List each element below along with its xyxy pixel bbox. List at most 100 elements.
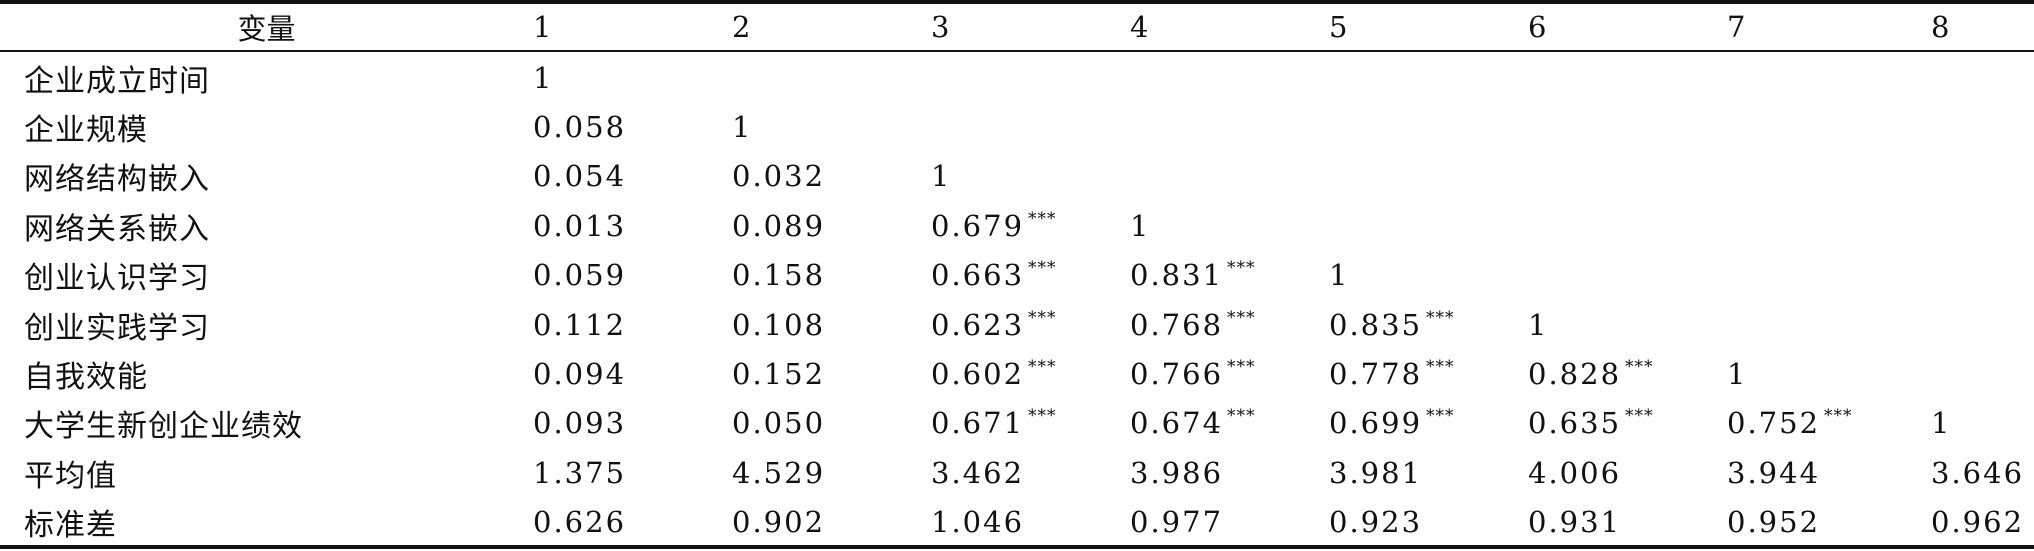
cell-value: 0.902: [732, 505, 826, 540]
table-cell: [1528, 251, 1727, 300]
significance-marker: ***: [1227, 258, 1256, 279]
cell-value: 0.013: [533, 208, 627, 243]
row-variable-label: 创业认识学习: [24, 261, 210, 297]
table-cell: 3.986: [1130, 448, 1329, 497]
significance-marker: ***: [1227, 307, 1256, 328]
table-cell: 3.462: [931, 448, 1130, 497]
table-cell: 0.663 ***: [931, 251, 1130, 300]
table-header-rule: [0, 50, 2034, 52]
significance-marker: ***: [1824, 406, 1853, 427]
table-cell: [1528, 53, 1727, 102]
table-cell: [1931, 152, 2034, 201]
cell-value: 0.158: [732, 258, 826, 293]
table-bottom-rule: [0, 545, 2034, 549]
cell-value: 1: [1528, 307, 1549, 342]
significance-marker: ***: [1028, 307, 1057, 328]
table-cell: [1931, 102, 2034, 151]
table-cell: 0.093: [533, 399, 732, 448]
cell-value: 0.059: [533, 258, 627, 293]
table-top-rule: [0, 0, 2034, 4]
table-cell: 0.902: [732, 498, 931, 547]
cell-value: 1.046: [931, 505, 1025, 540]
table-row: 创业认识学习 0.059 0.158 0.663 *** 0.831 *** 1: [0, 251, 2034, 300]
significance-marker: ***: [1028, 258, 1057, 279]
row-variable-label: 网络结构嵌入: [24, 162, 210, 198]
table-row: 自我效能 0.094 0.152 0.602 *** 0.766 *** 0.778 *** 0.…: [0, 349, 2034, 398]
table-cell: [1931, 300, 2034, 349]
cell-value: 0.094: [533, 357, 627, 392]
cell-value: 0.626: [533, 505, 627, 540]
table-cell: 1: [1329, 251, 1528, 300]
column-header-1: 1: [533, 9, 552, 44]
cell-value: 3.944: [1727, 455, 1821, 490]
table-cell: 0.152: [732, 349, 931, 398]
table-cell: 1: [1727, 349, 1931, 398]
table-cell: [1931, 251, 2034, 300]
table-cell: 0.108: [732, 300, 931, 349]
table-cell: 0.158: [732, 251, 931, 300]
cell-value: 0.699: [1329, 406, 1423, 441]
table-cell: 0.058: [533, 102, 732, 151]
table-cell: [1931, 53, 2034, 102]
cell-value: 0.623: [931, 307, 1025, 342]
table-cell: 0.050: [732, 399, 931, 448]
table-cell: 0.931: [1528, 498, 1727, 547]
table-cell: 0.778 ***: [1329, 349, 1528, 398]
table-body: 企业成立时间 1 企业规模 0.058 1 网络结构嵌入 0.054 0.032 1 网络关系嵌入…: [0, 53, 2034, 547]
significance-marker: ***: [1625, 406, 1654, 427]
cell-value: 1: [1931, 406, 1952, 441]
row-variable-label: 标准差: [24, 508, 117, 544]
table-cell: 4.006: [1528, 448, 1727, 497]
cell-value: 3.646: [1931, 455, 2025, 490]
table-cell: [1727, 53, 1931, 102]
cell-value: 0.089: [732, 208, 826, 243]
table-cell: [1130, 102, 1329, 151]
cell-value: 0.663: [931, 258, 1025, 293]
table-cell: [732, 53, 931, 102]
table-cell: [1130, 53, 1329, 102]
cell-value: 0.093: [533, 406, 627, 441]
cell-value: 0.054: [533, 159, 627, 194]
table-cell: 0.768 ***: [1130, 300, 1329, 349]
table-row: 企业成立时间 1: [0, 53, 2034, 102]
significance-marker: ***: [1227, 357, 1256, 378]
table-cell: [1528, 152, 1727, 201]
table-cell: [1329, 102, 1528, 151]
table-cell: 1: [1931, 399, 2034, 448]
cell-value: 0.112: [533, 307, 627, 342]
cell-value: 0.602: [931, 357, 1025, 392]
table-cell: 1: [1130, 201, 1329, 250]
significance-marker: ***: [1426, 357, 1455, 378]
table-cell: [1727, 201, 1931, 250]
table-cell: [931, 102, 1130, 151]
table-row: 企业规模 0.058 1: [0, 102, 2034, 151]
row-variable-label: 平均值: [24, 458, 117, 494]
cell-value: 0.752: [1727, 406, 1821, 441]
table-cell: [1528, 201, 1727, 250]
cell-value: 0.923: [1329, 505, 1423, 540]
table-cell: 0.766 ***: [1130, 349, 1329, 398]
table-cell: [1727, 152, 1931, 201]
table-cell: 0.674 ***: [1130, 399, 1329, 448]
cell-value: 0.766: [1130, 357, 1224, 392]
significance-marker: ***: [1227, 406, 1256, 427]
cell-value: 1: [1130, 208, 1151, 243]
table-cell: [1329, 53, 1528, 102]
row-variable-label: 网络关系嵌入: [24, 211, 210, 247]
cell-value: 4.006: [1528, 455, 1622, 490]
table-cell: [1727, 251, 1931, 300]
table-cell: 0.828 ***: [1528, 349, 1727, 398]
column-header-6: 6: [1528, 9, 1547, 44]
row-variable-label: 自我效能: [24, 360, 148, 396]
cell-value: 1: [732, 110, 753, 145]
table-cell: 0.602 ***: [931, 349, 1130, 398]
table-header-row: 变量 1 2 3 4 5 6 7 8: [0, 0, 2034, 53]
table-cell: 0.752 ***: [1727, 399, 1931, 448]
column-header-3: 3: [931, 9, 950, 44]
column-header-5: 5: [1329, 9, 1348, 44]
table-cell: 1: [1528, 300, 1727, 349]
table-cell: 0.679 ***: [931, 201, 1130, 250]
significance-marker: ***: [1625, 357, 1654, 378]
table-cell: 0.923: [1329, 498, 1528, 547]
cell-value: 0.828: [1528, 357, 1622, 392]
